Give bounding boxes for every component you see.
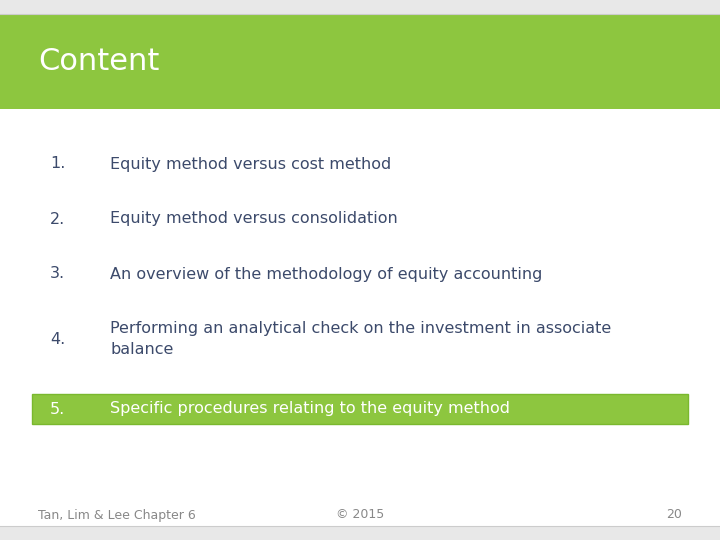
Text: © 2015: © 2015 xyxy=(336,509,384,522)
Text: 4.: 4. xyxy=(50,332,66,347)
Text: Performing an analytical check on the investment in associate
balance: Performing an analytical check on the in… xyxy=(110,321,611,357)
Text: Equity method versus consolidation: Equity method versus consolidation xyxy=(110,212,397,226)
Text: 3.: 3. xyxy=(50,267,65,281)
Text: Equity method versus cost method: Equity method versus cost method xyxy=(110,157,391,172)
Text: 2.: 2. xyxy=(50,212,66,226)
Text: 1.: 1. xyxy=(50,157,66,172)
Text: 5.: 5. xyxy=(50,402,66,416)
Bar xyxy=(0,14,720,109)
Text: Specific procedures relating to the equity method: Specific procedures relating to the equi… xyxy=(110,402,510,416)
Text: 20: 20 xyxy=(666,509,682,522)
Bar xyxy=(32,394,688,424)
Text: An overview of the methodology of equity accounting: An overview of the methodology of equity… xyxy=(110,267,542,281)
Text: Tan, Lim & Lee Chapter 6: Tan, Lim & Lee Chapter 6 xyxy=(38,509,196,522)
Text: Content: Content xyxy=(38,47,159,76)
